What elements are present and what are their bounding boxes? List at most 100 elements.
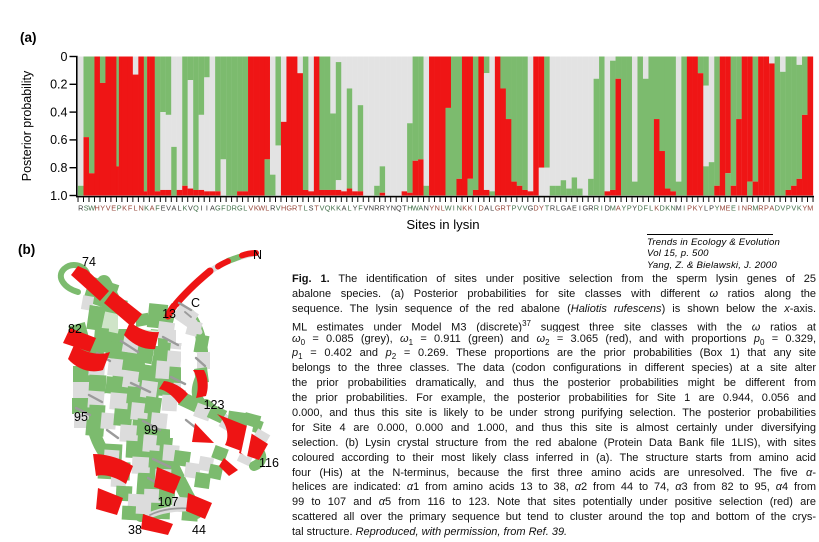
svg-text:116: 116 (259, 456, 279, 470)
svg-text:A: A (342, 204, 347, 213)
svg-text:F: F (358, 204, 363, 213)
svg-text:L: L (649, 204, 653, 213)
svg-text:95: 95 (74, 410, 88, 424)
svg-text:F: F (643, 204, 648, 213)
svg-text:W: W (88, 204, 95, 213)
svg-text:L: L (265, 204, 269, 213)
svg-text:K: K (331, 204, 336, 213)
svg-text:I: I (475, 204, 477, 213)
svg-text:K: K (122, 204, 127, 213)
svg-text:R: R (500, 204, 505, 213)
svg-text:Y: Y (715, 204, 720, 213)
svg-text:T: T (506, 204, 511, 213)
svg-text:V: V (523, 204, 528, 213)
svg-text:38: 38 (128, 523, 142, 537)
svg-text:74: 74 (82, 255, 96, 269)
svg-text:H: H (281, 204, 286, 213)
svg-text:M: M (807, 204, 813, 213)
svg-text:R: R (380, 204, 385, 213)
svg-text:L: L (704, 204, 708, 213)
svg-text:R: R (232, 204, 237, 213)
svg-text:K: K (336, 204, 341, 213)
svg-text:L: L (134, 204, 138, 213)
svg-text:Y: Y (385, 204, 390, 213)
svg-text:N: N (435, 204, 440, 213)
svg-text:L: L (490, 204, 494, 213)
svg-text:Y: Y (353, 204, 358, 213)
svg-text:K: K (254, 204, 259, 213)
svg-text:H: H (95, 204, 100, 213)
svg-text:K: K (462, 204, 467, 213)
svg-text:N: N (742, 204, 747, 213)
svg-text:0.2: 0.2 (50, 78, 67, 92)
svg-text:I: I (200, 204, 202, 213)
svg-text:Y: Y (802, 204, 807, 213)
svg-text:V: V (320, 204, 325, 213)
svg-text:V: V (166, 204, 171, 213)
svg-text:C: C (191, 296, 200, 310)
svg-text:W: W (445, 204, 452, 213)
svg-text:S: S (309, 204, 314, 213)
svg-text:V: V (188, 204, 193, 213)
svg-text:P: P (117, 204, 122, 213)
svg-text:0: 0 (61, 50, 68, 64)
svg-text:Y: Y (539, 204, 544, 213)
svg-text:A: A (769, 204, 774, 213)
svg-text:N: N (457, 204, 462, 213)
svg-text:E: E (111, 204, 116, 213)
svg-text:R: R (78, 204, 83, 213)
svg-text:M: M (676, 204, 682, 213)
svg-text:(b): (b) (18, 242, 35, 257)
svg-text:V: V (791, 204, 796, 213)
svg-text:F: F (155, 204, 160, 213)
svg-text:123: 123 (204, 398, 225, 412)
svg-text:E: E (731, 204, 736, 213)
svg-text:K: K (797, 204, 802, 213)
svg-text:L: L (347, 204, 351, 213)
svg-text:Q: Q (396, 204, 402, 213)
svg-text:Posterior probability: Posterior probability (20, 70, 34, 181)
svg-text:F: F (128, 204, 133, 213)
svg-text:V: V (106, 204, 111, 213)
svg-text:I: I (206, 204, 208, 213)
svg-text:G: G (237, 204, 243, 213)
svg-text:R: R (758, 204, 763, 213)
svg-text:A: A (210, 204, 215, 213)
svg-text:D: D (775, 204, 780, 213)
svg-text:G: G (561, 204, 567, 213)
svg-text:99: 99 (144, 423, 158, 437)
svg-text:0.6: 0.6 (50, 133, 67, 147)
svg-text:(a): (a) (20, 30, 37, 45)
svg-text:N: N (391, 204, 396, 213)
svg-text:A: A (566, 204, 571, 213)
svg-text:T: T (545, 204, 550, 213)
svg-text:K: K (468, 204, 473, 213)
svg-text:L: L (556, 204, 560, 213)
svg-text:T: T (402, 204, 407, 213)
svg-text:G: G (583, 204, 589, 213)
svg-text:S: S (84, 204, 89, 213)
svg-text:R: R (588, 204, 593, 213)
svg-text:Y: Y (698, 204, 703, 213)
svg-text:P: P (709, 204, 714, 213)
svg-text:1.0: 1.0 (50, 189, 67, 203)
svg-text:0.8: 0.8 (50, 161, 67, 175)
svg-text:G: G (215, 204, 221, 213)
svg-text:I: I (453, 204, 455, 213)
svg-text:P: P (627, 204, 632, 213)
svg-text:D: D (660, 204, 665, 213)
svg-text:L: L (177, 204, 181, 213)
svg-text:Q: Q (325, 204, 331, 213)
svg-text:T: T (298, 204, 303, 213)
svg-text:107: 107 (158, 495, 179, 509)
svg-text:P: P (786, 204, 791, 213)
svg-text:K: K (654, 204, 659, 213)
svg-text:N: N (424, 204, 429, 213)
svg-text:R: R (374, 204, 379, 213)
svg-text:E: E (572, 204, 577, 213)
svg-text:M: M (610, 204, 616, 213)
svg-text:K: K (665, 204, 670, 213)
svg-text:V: V (517, 204, 522, 213)
svg-text:D: D (479, 204, 484, 213)
svg-text:L: L (304, 204, 308, 213)
